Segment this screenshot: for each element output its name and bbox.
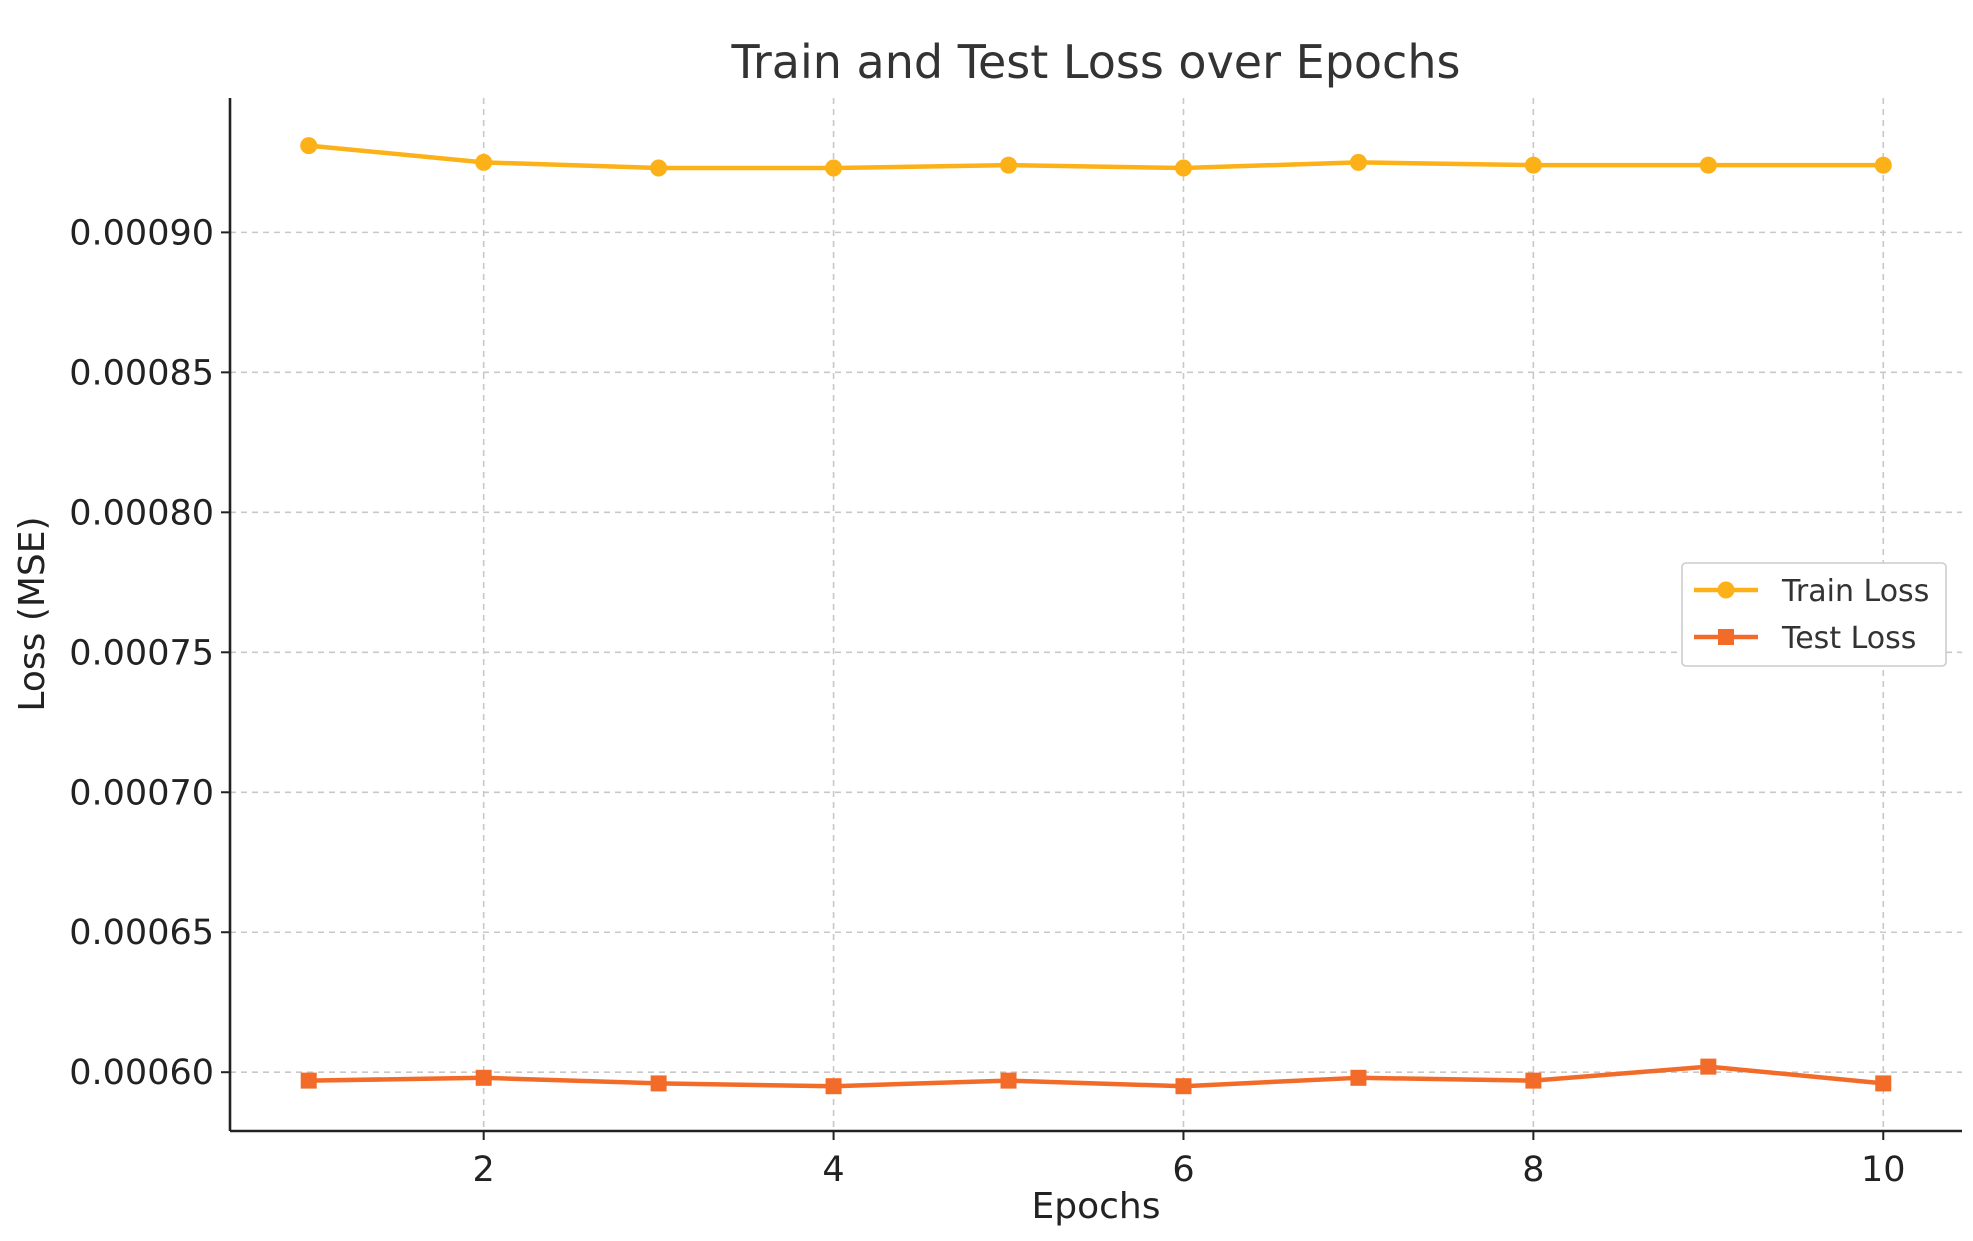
legend-entry: Test Loss [1694, 621, 1916, 656]
data-point [1350, 1069, 1367, 1086]
y-tick-label: 0.00070 [69, 773, 214, 813]
x-tick-label: 6 [1172, 1150, 1194, 1190]
data-point [1700, 1058, 1717, 1075]
data-point [1000, 156, 1018, 174]
x-ticks: 2 4 6 8 10 [473, 1131, 1906, 1190]
data-point [475, 153, 493, 171]
data-point [1000, 1072, 1017, 1089]
data-point [300, 1072, 317, 1089]
data-point [1524, 156, 1542, 174]
data-point [1349, 153, 1367, 171]
legend-label: Train Loss [1781, 574, 1929, 609]
data-point [650, 159, 668, 177]
series-line [308, 1064, 1884, 1089]
x-tick-label: 8 [1522, 1150, 1544, 1190]
data-point [1875, 1075, 1892, 1092]
legend: Train Loss Test Loss [1681, 562, 1947, 667]
y-tick-label: 0.00080 [69, 493, 214, 533]
legend-entry: Train Loss [1694, 574, 1929, 609]
x-axis-label: Epochs [1032, 1186, 1161, 1227]
data-point [1175, 1078, 1192, 1095]
data-point [1874, 156, 1892, 174]
x-tick-label: 2 [473, 1150, 495, 1190]
y-tick-label: 0.00065 [69, 913, 214, 953]
legend-marker [1718, 629, 1734, 645]
series-layer [300, 137, 1892, 1095]
series-test-loss [300, 1058, 1892, 1095]
y-axis-label: Loss (MSE) [12, 516, 53, 711]
legend-items: Train Loss Test Loss [1694, 574, 1929, 656]
data-point [650, 1075, 667, 1092]
data-point [825, 159, 843, 177]
y-tick-label: 0.00075 [69, 633, 214, 673]
y-ticks: 0.00060 0.00065 0.00070 0.00075 0.00080 0.000… [69, 213, 230, 1093]
data-point [1174, 159, 1192, 177]
series-train-loss [300, 137, 1892, 177]
x-tick-label: 10 [1861, 1150, 1906, 1190]
data-point [300, 137, 318, 155]
data-point [475, 1069, 492, 1086]
legend-marker [1717, 581, 1735, 599]
x-tick-label: 4 [822, 1150, 844, 1190]
y-tick-label: 0.00060 [69, 1053, 214, 1093]
series-line [308, 143, 1884, 171]
chart-title: Train and Test Loss over Epochs [731, 35, 1461, 89]
y-tick-label: 0.00085 [69, 353, 214, 393]
legend-label: Test Loss [1781, 621, 1916, 656]
grid-lines [230, 98, 1962, 1131]
y-tick-label: 0.00090 [69, 213, 214, 253]
data-point [1699, 156, 1717, 174]
data-point [1525, 1072, 1542, 1089]
data-point [825, 1078, 842, 1095]
